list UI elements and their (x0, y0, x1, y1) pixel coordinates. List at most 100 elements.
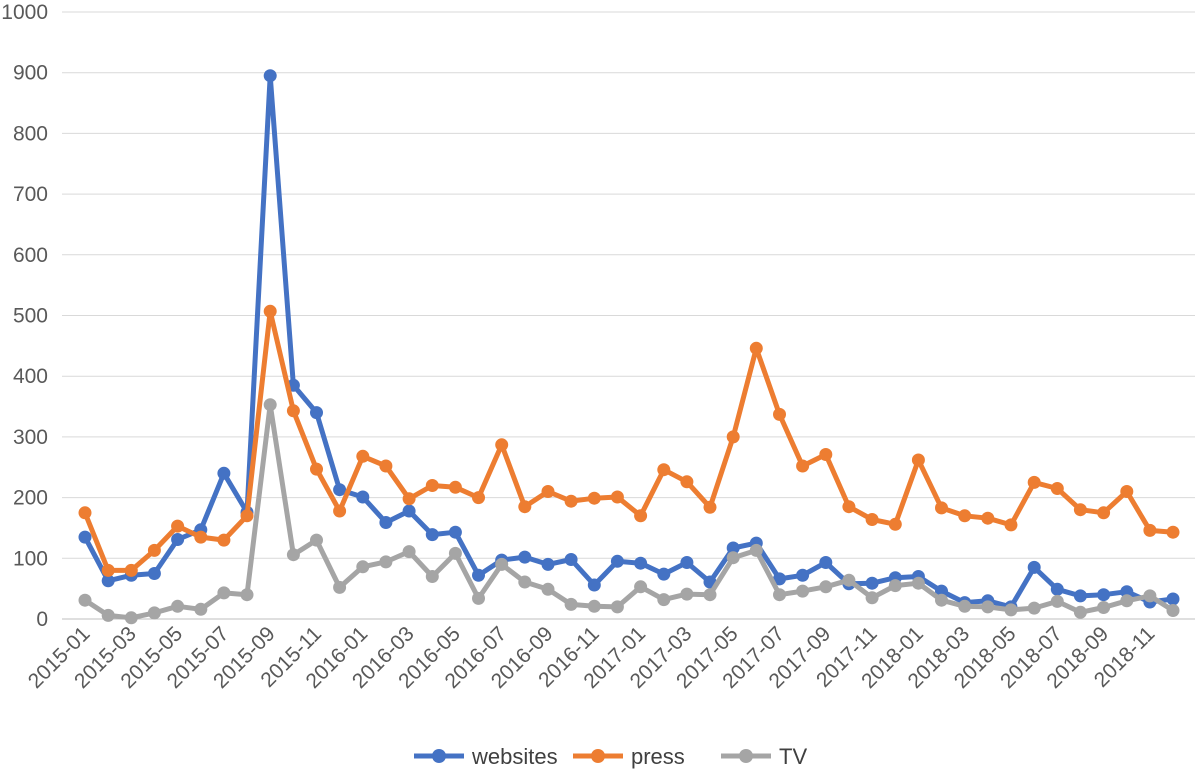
data-point (935, 501, 948, 515)
data-point (402, 492, 416, 506)
data-point (171, 519, 185, 533)
data-point (286, 404, 300, 418)
data-point (703, 588, 717, 602)
data-point (935, 593, 948, 607)
data-point (1120, 485, 1134, 498)
data-point (1166, 525, 1180, 539)
data-point (749, 543, 763, 557)
data-point (657, 593, 671, 607)
data-point (263, 69, 277, 83)
data-point (147, 606, 161, 620)
data-point (171, 533, 185, 546)
data-point (448, 525, 462, 539)
data-point (888, 517, 902, 531)
y-tick-label: 0 (36, 608, 48, 631)
data-point (819, 580, 833, 594)
legend-item-press: press (573, 744, 685, 769)
data-point (1120, 585, 1134, 599)
data-point (587, 578, 601, 592)
data-point (425, 528, 439, 542)
data-point (1004, 603, 1018, 617)
data-point (379, 459, 393, 473)
data-point (240, 509, 254, 523)
data-point (888, 579, 902, 593)
y-tick-label: 900 (13, 62, 48, 85)
data-point (356, 490, 370, 504)
data-point (610, 490, 624, 504)
data-point (472, 568, 485, 582)
data-point (703, 500, 717, 514)
data-point (680, 556, 694, 569)
data-point (587, 491, 601, 505)
data-point (1120, 594, 1134, 608)
data-point (541, 485, 555, 498)
data-point (356, 560, 370, 574)
y-tick-label: 200 (13, 487, 48, 510)
data-point (310, 462, 323, 476)
data-point (1166, 592, 1180, 606)
data-point (958, 509, 972, 523)
data-point (587, 599, 601, 613)
data-point (657, 567, 671, 581)
legend: websites press TV (414, 744, 807, 769)
data-point (356, 449, 370, 463)
data-point (865, 591, 879, 605)
data-point (749, 341, 763, 355)
y-axis: 0 100 200 300 400 500 600 700 800 900 1000 (1, 1, 48, 631)
y-tick-label: 600 (13, 244, 48, 267)
data-point (541, 557, 555, 571)
legend-label: press (631, 744, 685, 769)
data-point (1143, 589, 1157, 603)
data-point (726, 430, 740, 444)
y-tick-label: 700 (13, 183, 48, 206)
data-point (1027, 560, 1041, 574)
gridlines (62, 11, 1195, 620)
data-point (240, 588, 254, 602)
data-point (217, 533, 231, 547)
data-point (263, 398, 277, 412)
data-point (564, 597, 578, 611)
data-point (1073, 503, 1087, 517)
data-point (564, 494, 578, 508)
data-point (518, 500, 532, 514)
data-point (171, 599, 185, 613)
data-point (101, 574, 115, 588)
data-point (518, 550, 532, 564)
data-point (1050, 594, 1064, 608)
data-point (1027, 475, 1041, 489)
data-point (634, 556, 648, 570)
data-point (981, 600, 995, 614)
data-point (819, 448, 833, 461)
data-point (541, 582, 555, 596)
data-point (726, 541, 740, 555)
data-point (726, 551, 740, 565)
data-point (495, 557, 509, 571)
data-point (379, 516, 393, 529)
data-point (194, 602, 208, 616)
data-point (263, 304, 277, 318)
data-point (564, 553, 578, 566)
data-point (78, 530, 92, 544)
data-point (1050, 482, 1064, 495)
legend-swatch-marker (591, 749, 605, 763)
data-point (333, 483, 347, 497)
data-point (1073, 589, 1087, 603)
data-point (657, 463, 671, 477)
data-point (425, 570, 439, 583)
y-tick-label: 800 (13, 122, 48, 145)
data-point (958, 599, 972, 613)
y-tick-label: 300 (13, 426, 48, 449)
data-point (472, 591, 485, 605)
series-tv (78, 398, 1180, 625)
data-point (402, 504, 416, 518)
legend-item-websites: websites (414, 744, 558, 769)
data-point (286, 548, 300, 562)
data-point (448, 480, 462, 494)
data-point (634, 580, 648, 594)
data-point (518, 575, 532, 589)
data-point (680, 475, 694, 489)
data-point (773, 407, 786, 421)
data-point (194, 530, 208, 544)
